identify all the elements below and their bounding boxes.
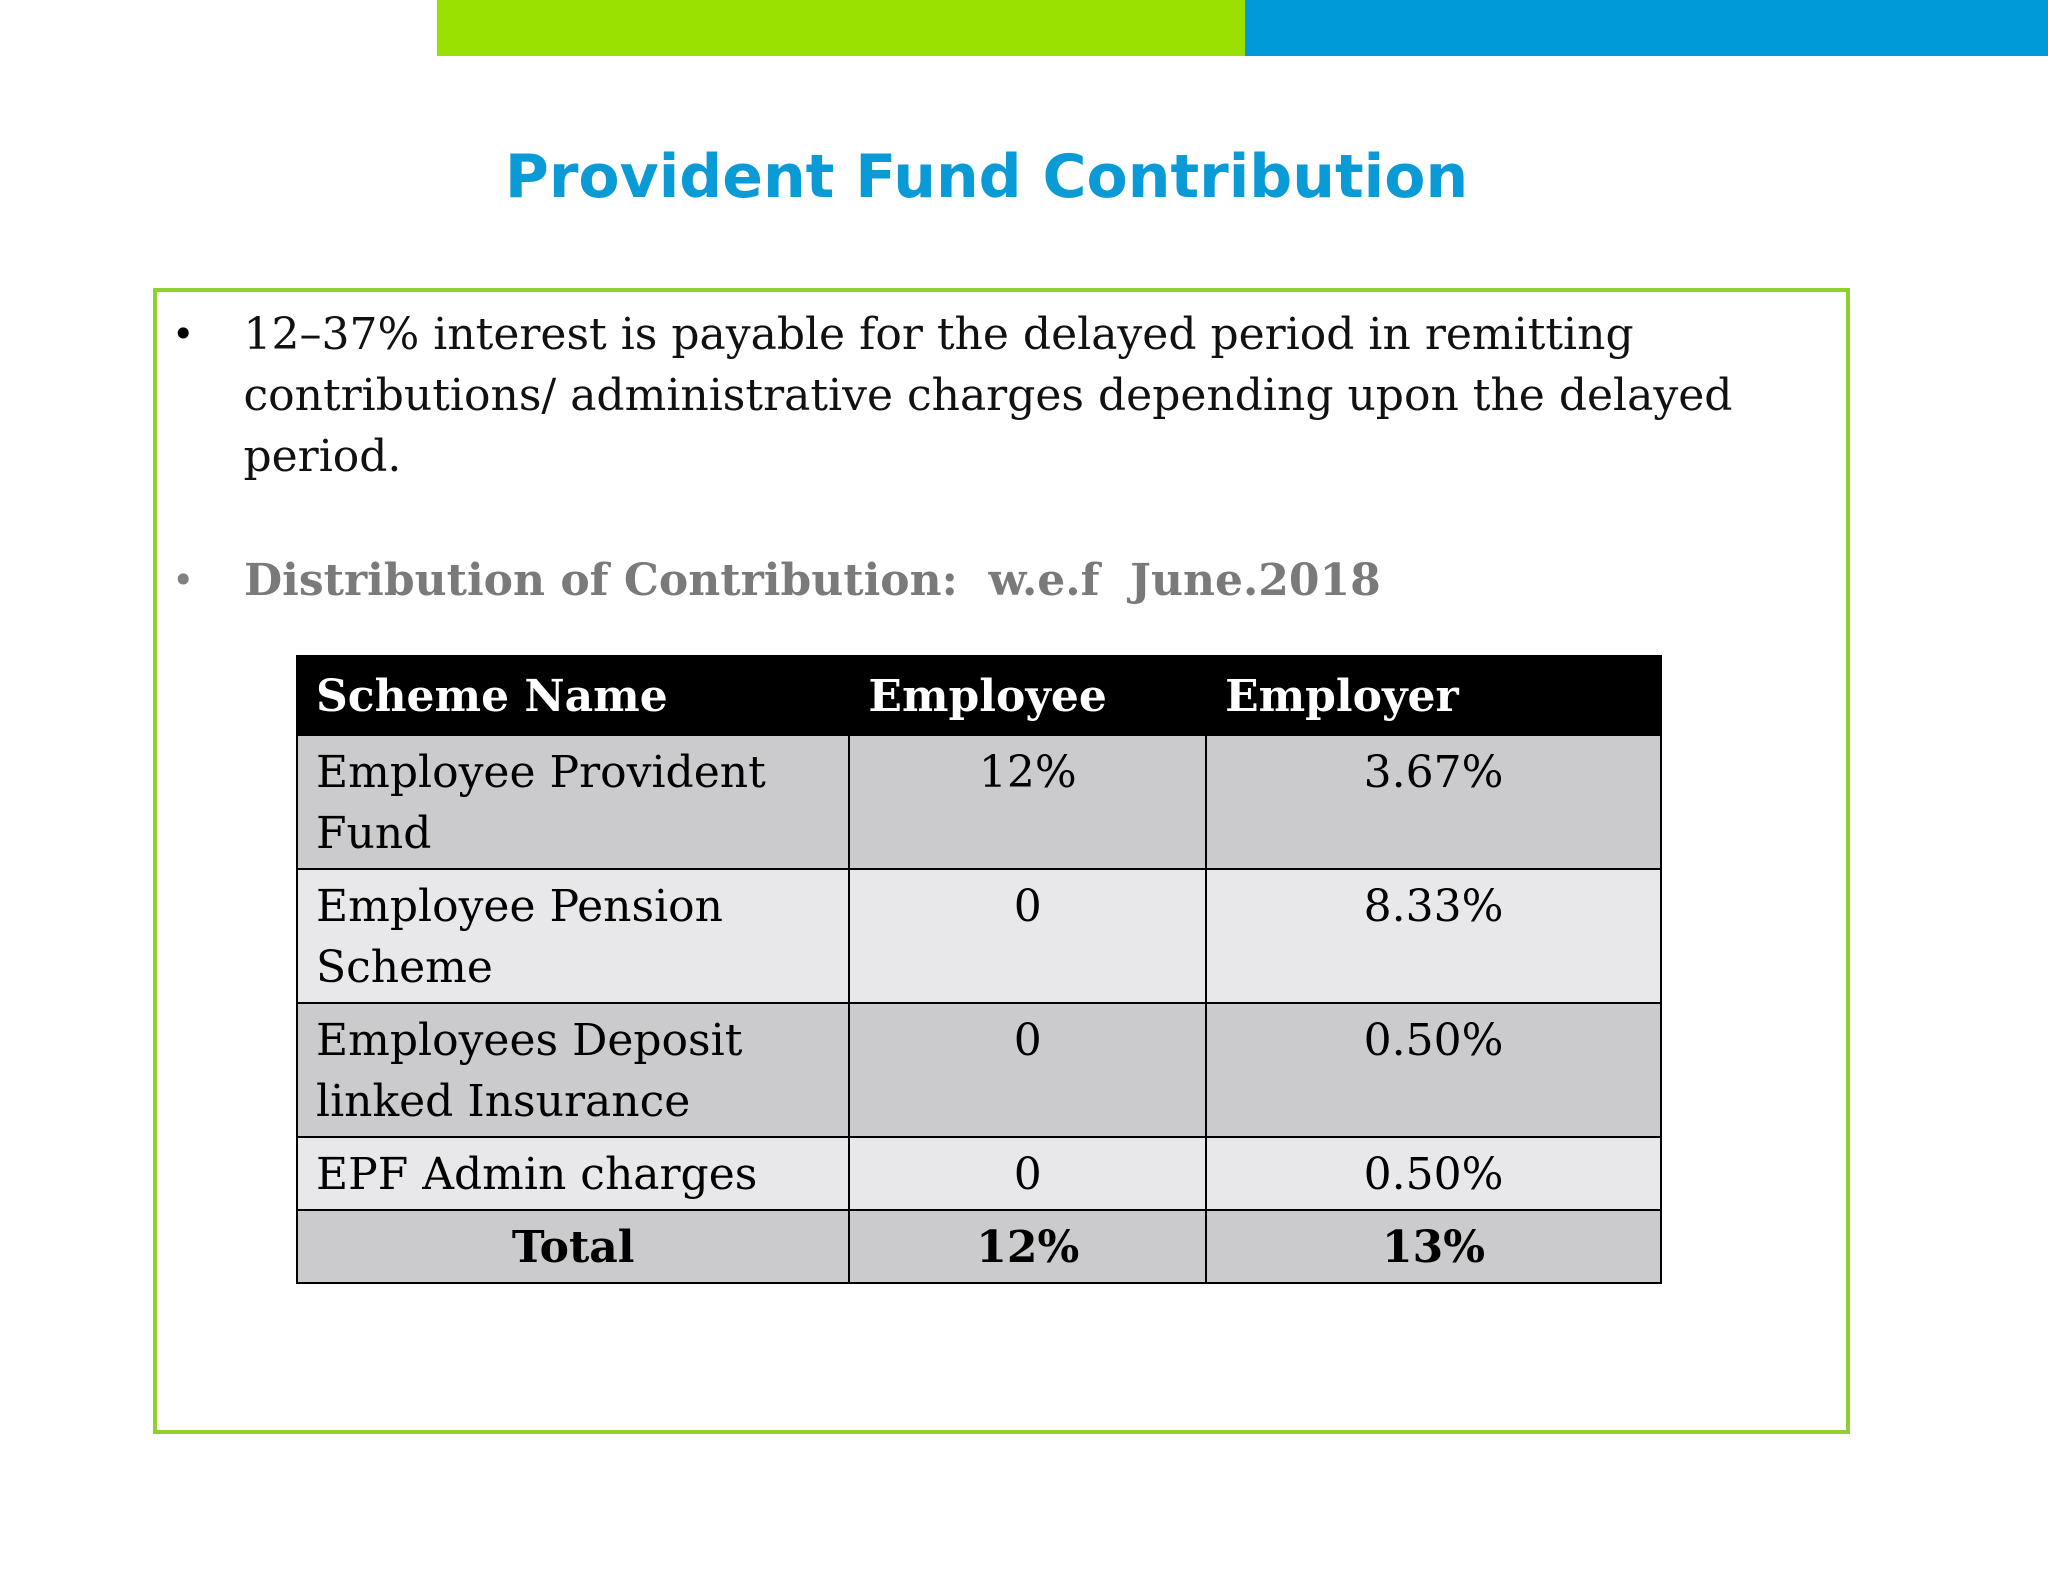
- table-header-row: Scheme Name Employee Employer: [295, 655, 1662, 736]
- content-box: [153, 288, 1850, 1434]
- cell-employer: 0.50%: [1205, 1002, 1662, 1138]
- cell-total-employer: 13%: [1205, 1209, 1662, 1284]
- cell-scheme: Employees Deposit linked Insurance: [295, 1002, 851, 1138]
- table-total-row: Total 12% 13%: [295, 1209, 1662, 1284]
- cell-employer: 8.33%: [1205, 868, 1662, 1004]
- header-scheme-name: Scheme Name: [295, 655, 851, 736]
- table-row: Employee Provident Fund 12% 3.67%: [295, 734, 1662, 870]
- cell-scheme: Employee Provident Fund: [295, 734, 851, 870]
- bullet-text-interest: 12–37% interest is payable for the delay…: [243, 309, 1733, 482]
- cell-employer: 0.50%: [1205, 1136, 1662, 1211]
- bullet-item-distribution: • Distribution of Contribution: w.e.f Ju…: [172, 550, 1381, 611]
- cell-scheme: EPF Admin charges: [295, 1136, 851, 1211]
- bullet-symbol: •: [172, 558, 195, 602]
- header-employee: Employee: [848, 655, 1208, 736]
- table-row: EPF Admin charges 0 0.50%: [295, 1136, 1662, 1211]
- cell-scheme: Employee Pension Scheme: [295, 868, 851, 1004]
- bullet-text-distribution: Distribution of Contribution: w.e.f June…: [244, 555, 1381, 606]
- top-accent-bar-green: [437, 0, 1245, 56]
- cell-employer: 3.67%: [1205, 734, 1662, 870]
- cell-total-label: Total: [295, 1209, 851, 1284]
- top-accent-bar-blue: [1245, 0, 2048, 56]
- contribution-table: Scheme Name Employee Employer Employee P…: [295, 655, 1662, 1284]
- cell-employee: 0: [848, 868, 1208, 1004]
- table-row: Employee Pension Scheme 0 8.33%: [295, 868, 1662, 1004]
- cell-employee: 0: [848, 1136, 1208, 1211]
- table-row: Employees Deposit linked Insurance 0 0.5…: [295, 1002, 1662, 1138]
- cell-employee: 0: [848, 1002, 1208, 1138]
- header-employer: Employer: [1205, 655, 1662, 736]
- bullet-symbol: •: [172, 312, 195, 356]
- cell-total-employee: 12%: [848, 1209, 1208, 1284]
- cell-employee: 12%: [848, 734, 1208, 870]
- slide-title: Provident Fund Contribution: [504, 142, 1469, 212]
- bullet-item-interest: • 12–37% interest is payable for the del…: [172, 304, 1772, 487]
